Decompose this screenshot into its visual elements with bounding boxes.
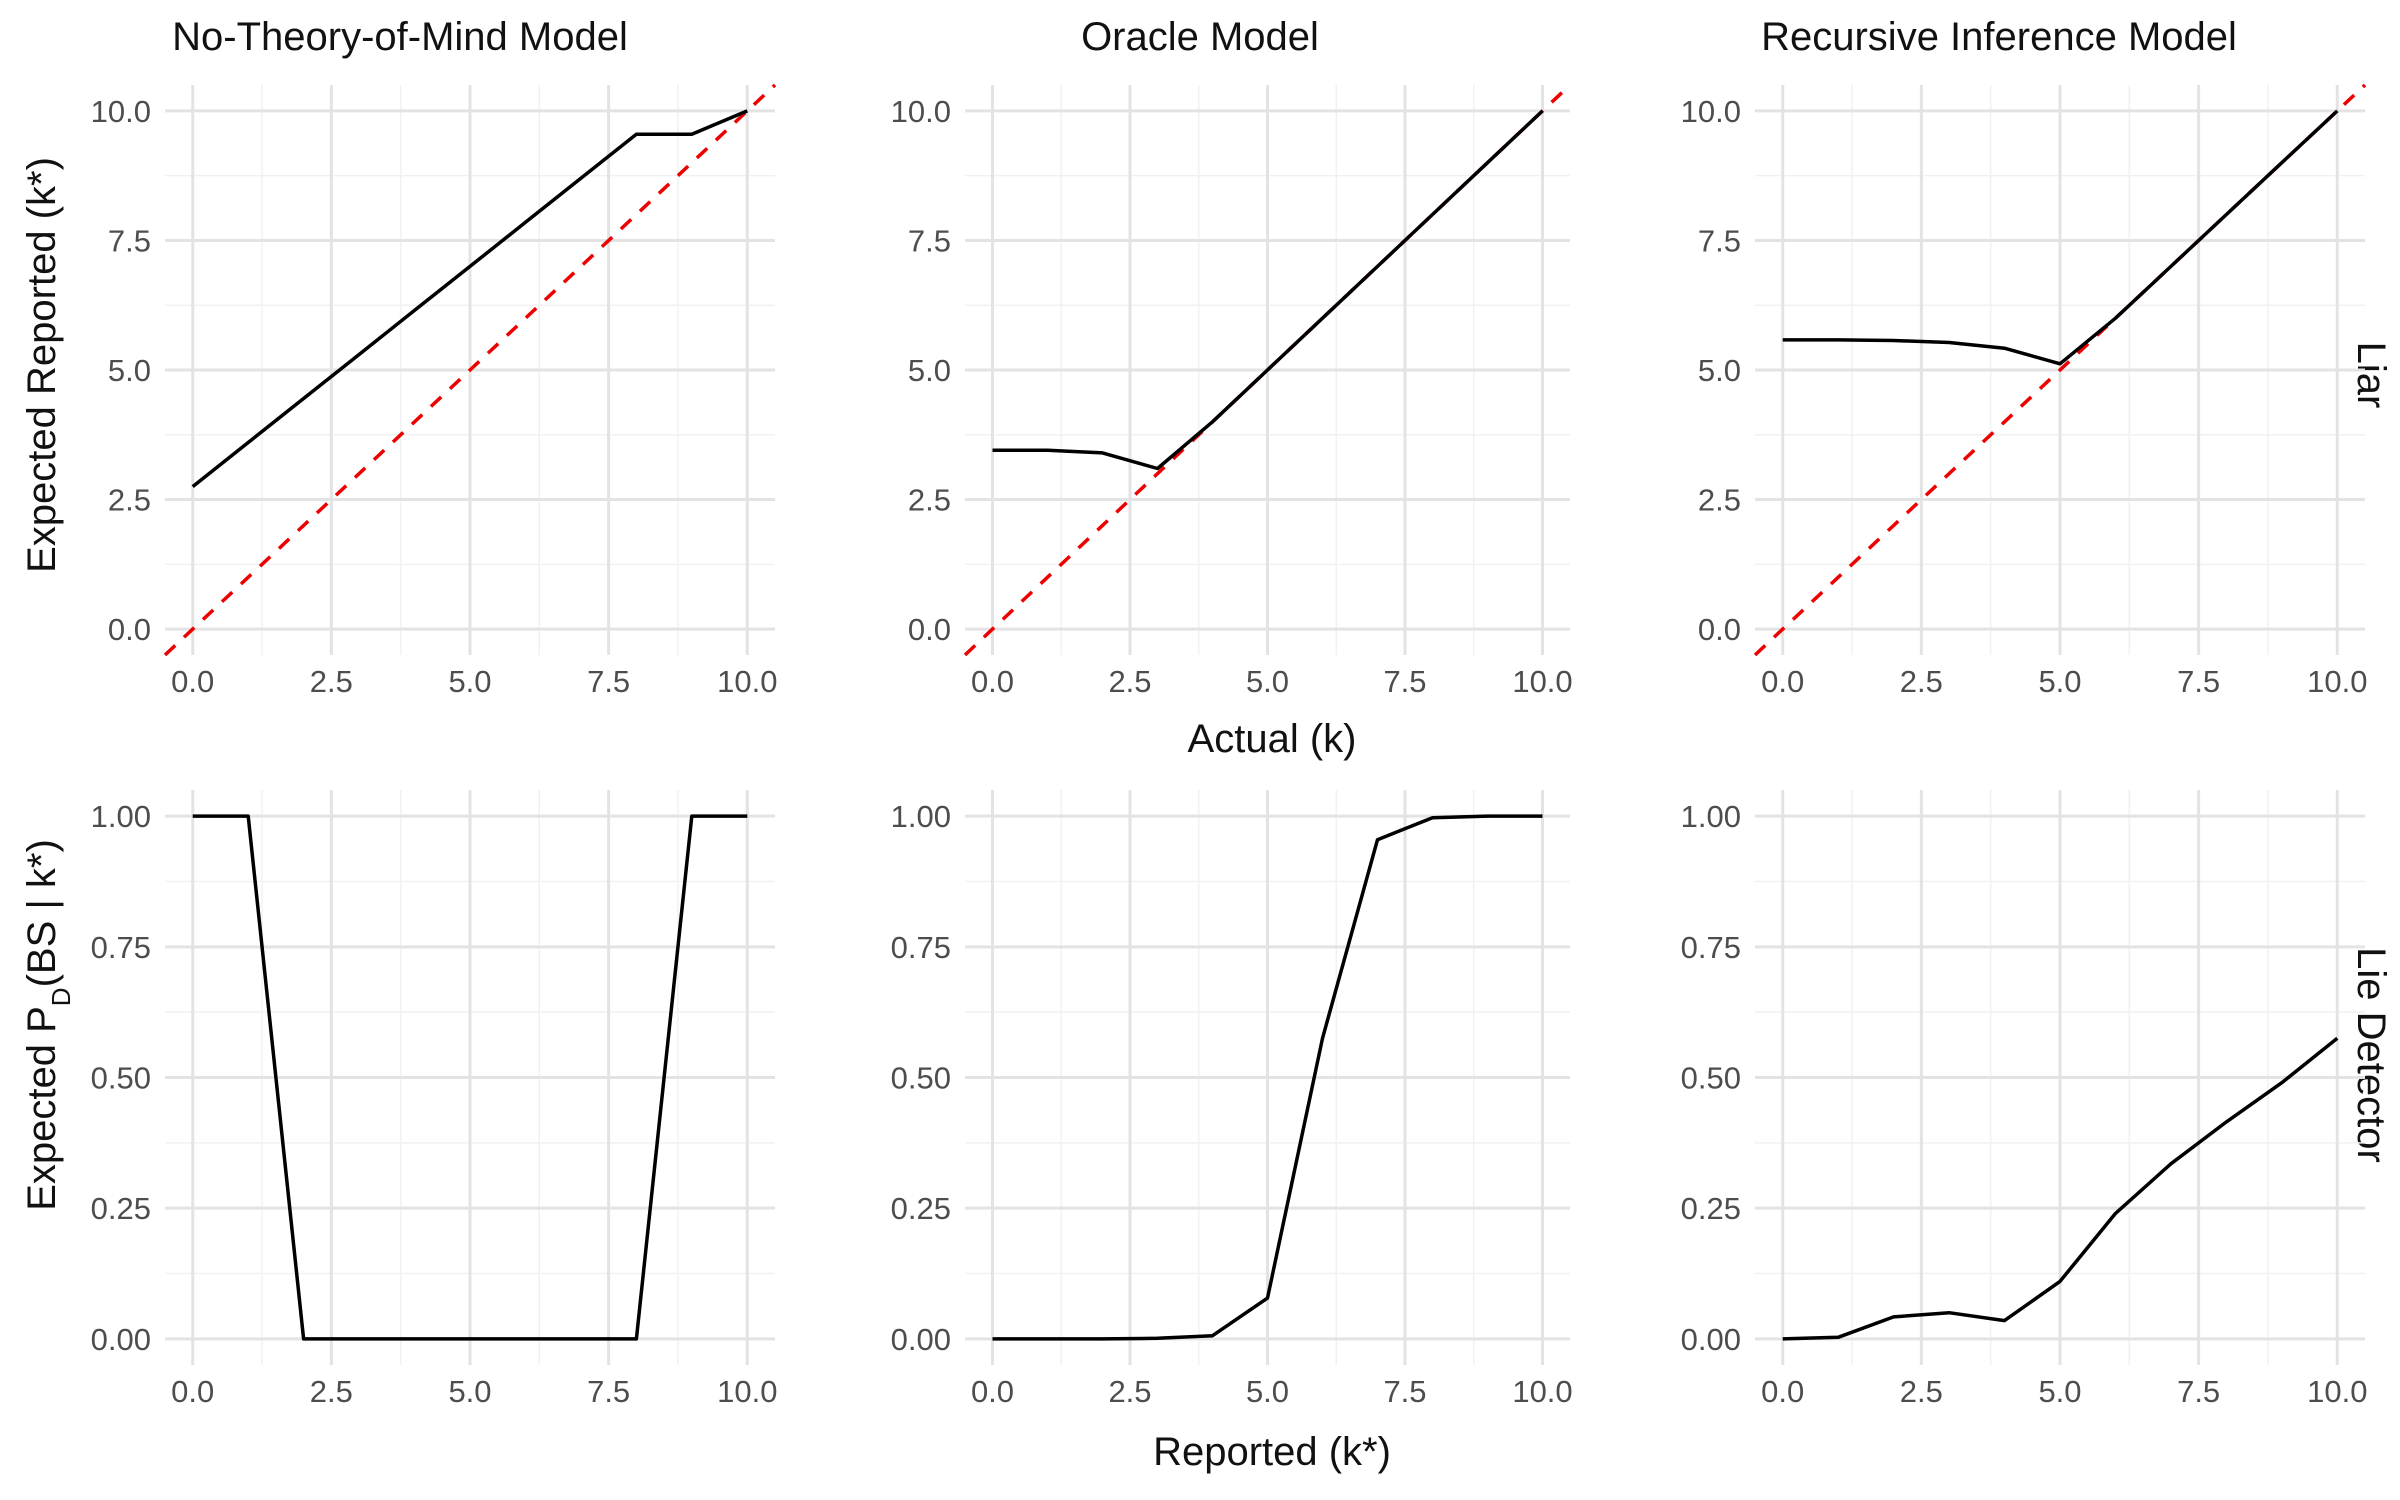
x-tick-label: 7.5 [587,1374,630,1409]
x-tick-label: 5.0 [448,1374,491,1409]
series-line-liar-oracle [992,109,1544,471]
y-tick-label: 10.0 [891,94,951,129]
y-tick-label: 2.5 [108,483,151,518]
series-line-liar-no-tom [191,109,748,488]
y-tick-label: 0.75 [91,930,151,965]
y-tick-label: 0.25 [91,1191,151,1226]
bottom-y-axis-title-main: Expected P [20,1006,64,1211]
y-tick-label: 0.50 [91,1061,151,1096]
y-tick-label: 10.0 [91,94,151,129]
x-tick-label: 5.0 [1246,664,1289,699]
x-tick-label: 0.0 [1761,664,1804,699]
x-tick-label: 7.5 [1383,1374,1426,1409]
y-tick-label: 0.25 [891,1191,951,1226]
y-tick-label: 0.0 [1698,612,1741,647]
y-tick-label: 5.0 [908,353,951,388]
x-tick-label: 7.5 [587,664,630,699]
row-strip-lie-detector: Lie Detector [2349,947,2393,1163]
x-tick-label: 10.0 [2307,1374,2367,1409]
panel-liar-no-tom: 0.0 2.5 5.0 7.5 10.0 0.0 2.5 5.0 7.5 10.0 [91,83,777,699]
column-title-oracle: Oracle Model [1081,15,1319,59]
panel-liar-recursive: 0.0 2.5 5.0 7.5 10.0 0.0 2.5 5.0 7.5 10.0 [1681,83,2367,699]
y-tick-label: 1.00 [1681,799,1741,834]
x-tick-label: 0.0 [971,664,1014,699]
x-tick-label: 2.5 [310,1374,353,1409]
x-tick-label: 5.0 [448,664,491,699]
y-tick-label: 0.25 [1681,1191,1741,1226]
x-tick-label: 0.0 [171,1374,214,1409]
x-tick-label: 10.0 [717,1374,777,1409]
x-tick-label: 2.5 [1108,1374,1151,1409]
y-tick-label: 2.5 [1698,483,1741,518]
x-tick-label: 2.5 [1108,664,1151,699]
x-tick-label: 7.5 [2177,1374,2220,1409]
series-line-liar-recursive [1782,109,2339,366]
x-tick-label: 0.0 [171,664,214,699]
bottom-y-axis-title: Expected PD(BS | k*) [20,839,76,1211]
y-tick-label: 0.0 [108,612,151,647]
series-line-lie-detector-oracle [992,814,1543,1341]
y-tick-label: 0.00 [91,1322,151,1357]
row-strip-liar: Liar [2349,342,2393,409]
x-tick-label: 5.0 [1246,1374,1289,1409]
x-tick-label: 7.5 [1383,664,1426,699]
x-tick-label: 0.0 [1761,1374,1804,1409]
panel-lie-detector-no-tom: 0.0 2.5 5.0 7.5 10.0 0.00 0.25 0.50 0.75 1.00 [91,790,777,1409]
y-tick-label: 1.00 [91,799,151,834]
x-tick-label: 5.0 [2038,1374,2081,1409]
x-tick-label: 2.5 [1900,664,1943,699]
y-tick-label: 1.00 [891,799,951,834]
y-tick-label: 7.5 [1698,223,1741,258]
y-tick-label: 7.5 [108,223,151,258]
y-tick-label: 0.75 [1681,930,1741,965]
x-tick-label: 5.0 [2038,664,2081,699]
y-tick-label: 0.00 [891,1322,951,1357]
panel-liar-oracle: 0.0 2.5 5.0 7.5 10.0 0.0 2.5 5.0 7.5 10.0 [891,83,1573,699]
y-tick-label: 0.75 [891,930,951,965]
panel-grid: 0.0 2.5 5.0 7.5 10.0 0.0 2.5 5.0 7.5 10.0 0.0 2.5 5.… [91,83,2367,1409]
identity-reference-line [1753,83,2367,657]
x-tick-label: 2.5 [1900,1374,1943,1409]
y-tick-label: 0.50 [891,1061,951,1096]
identity-reference-line [963,83,1572,657]
y-tick-label: 0.50 [1681,1061,1741,1096]
bottom-x-axis-title: Reported (k*) [1153,1430,1391,1474]
y-tick-label: 5.0 [108,353,151,388]
x-tick-label: 10.0 [717,664,777,699]
top-y-axis-title: Expected Reported (k*) [20,157,64,573]
x-tick-label: 10.0 [1512,664,1572,699]
identity-reference-line [163,83,777,657]
x-tick-label: 10.0 [2307,664,2367,699]
column-title-no-tom: No-Theory-of-Mind Model [172,15,628,59]
column-title-recursive: Recursive Inference Model [1761,15,2237,59]
y-tick-label: 5.0 [1698,353,1741,388]
y-tick-label: 2.5 [908,483,951,518]
series-line-lie-detector-no-tom [192,814,748,1341]
x-tick-label: 2.5 [310,664,353,699]
top-x-axis-title: Actual (k) [1188,717,1357,761]
bottom-y-axis-title-subscript: D [46,987,76,1006]
y-tick-label: 0.00 [1681,1322,1741,1357]
y-tick-label: 7.5 [908,223,951,258]
x-tick-label: 7.5 [2177,664,2220,699]
x-tick-label: 10.0 [1512,1374,1572,1409]
x-tick-label: 0.0 [971,1374,1014,1409]
bottom-y-axis-title-rest: (BS | k*) [20,839,64,987]
panel-lie-detector-oracle: 0.0 2.5 5.0 7.5 10.0 0.00 0.25 0.50 0.75 1.00 [891,790,1573,1409]
y-tick-label: 10.0 [1681,94,1741,129]
series-line-lie-detector-recursive [1782,1036,2339,1341]
panel-lie-detector-recursive: 0.0 2.5 5.0 7.5 10.0 0.00 0.25 0.50 0.75 1.00 [1681,790,2367,1409]
y-tick-label: 0.0 [908,612,951,647]
